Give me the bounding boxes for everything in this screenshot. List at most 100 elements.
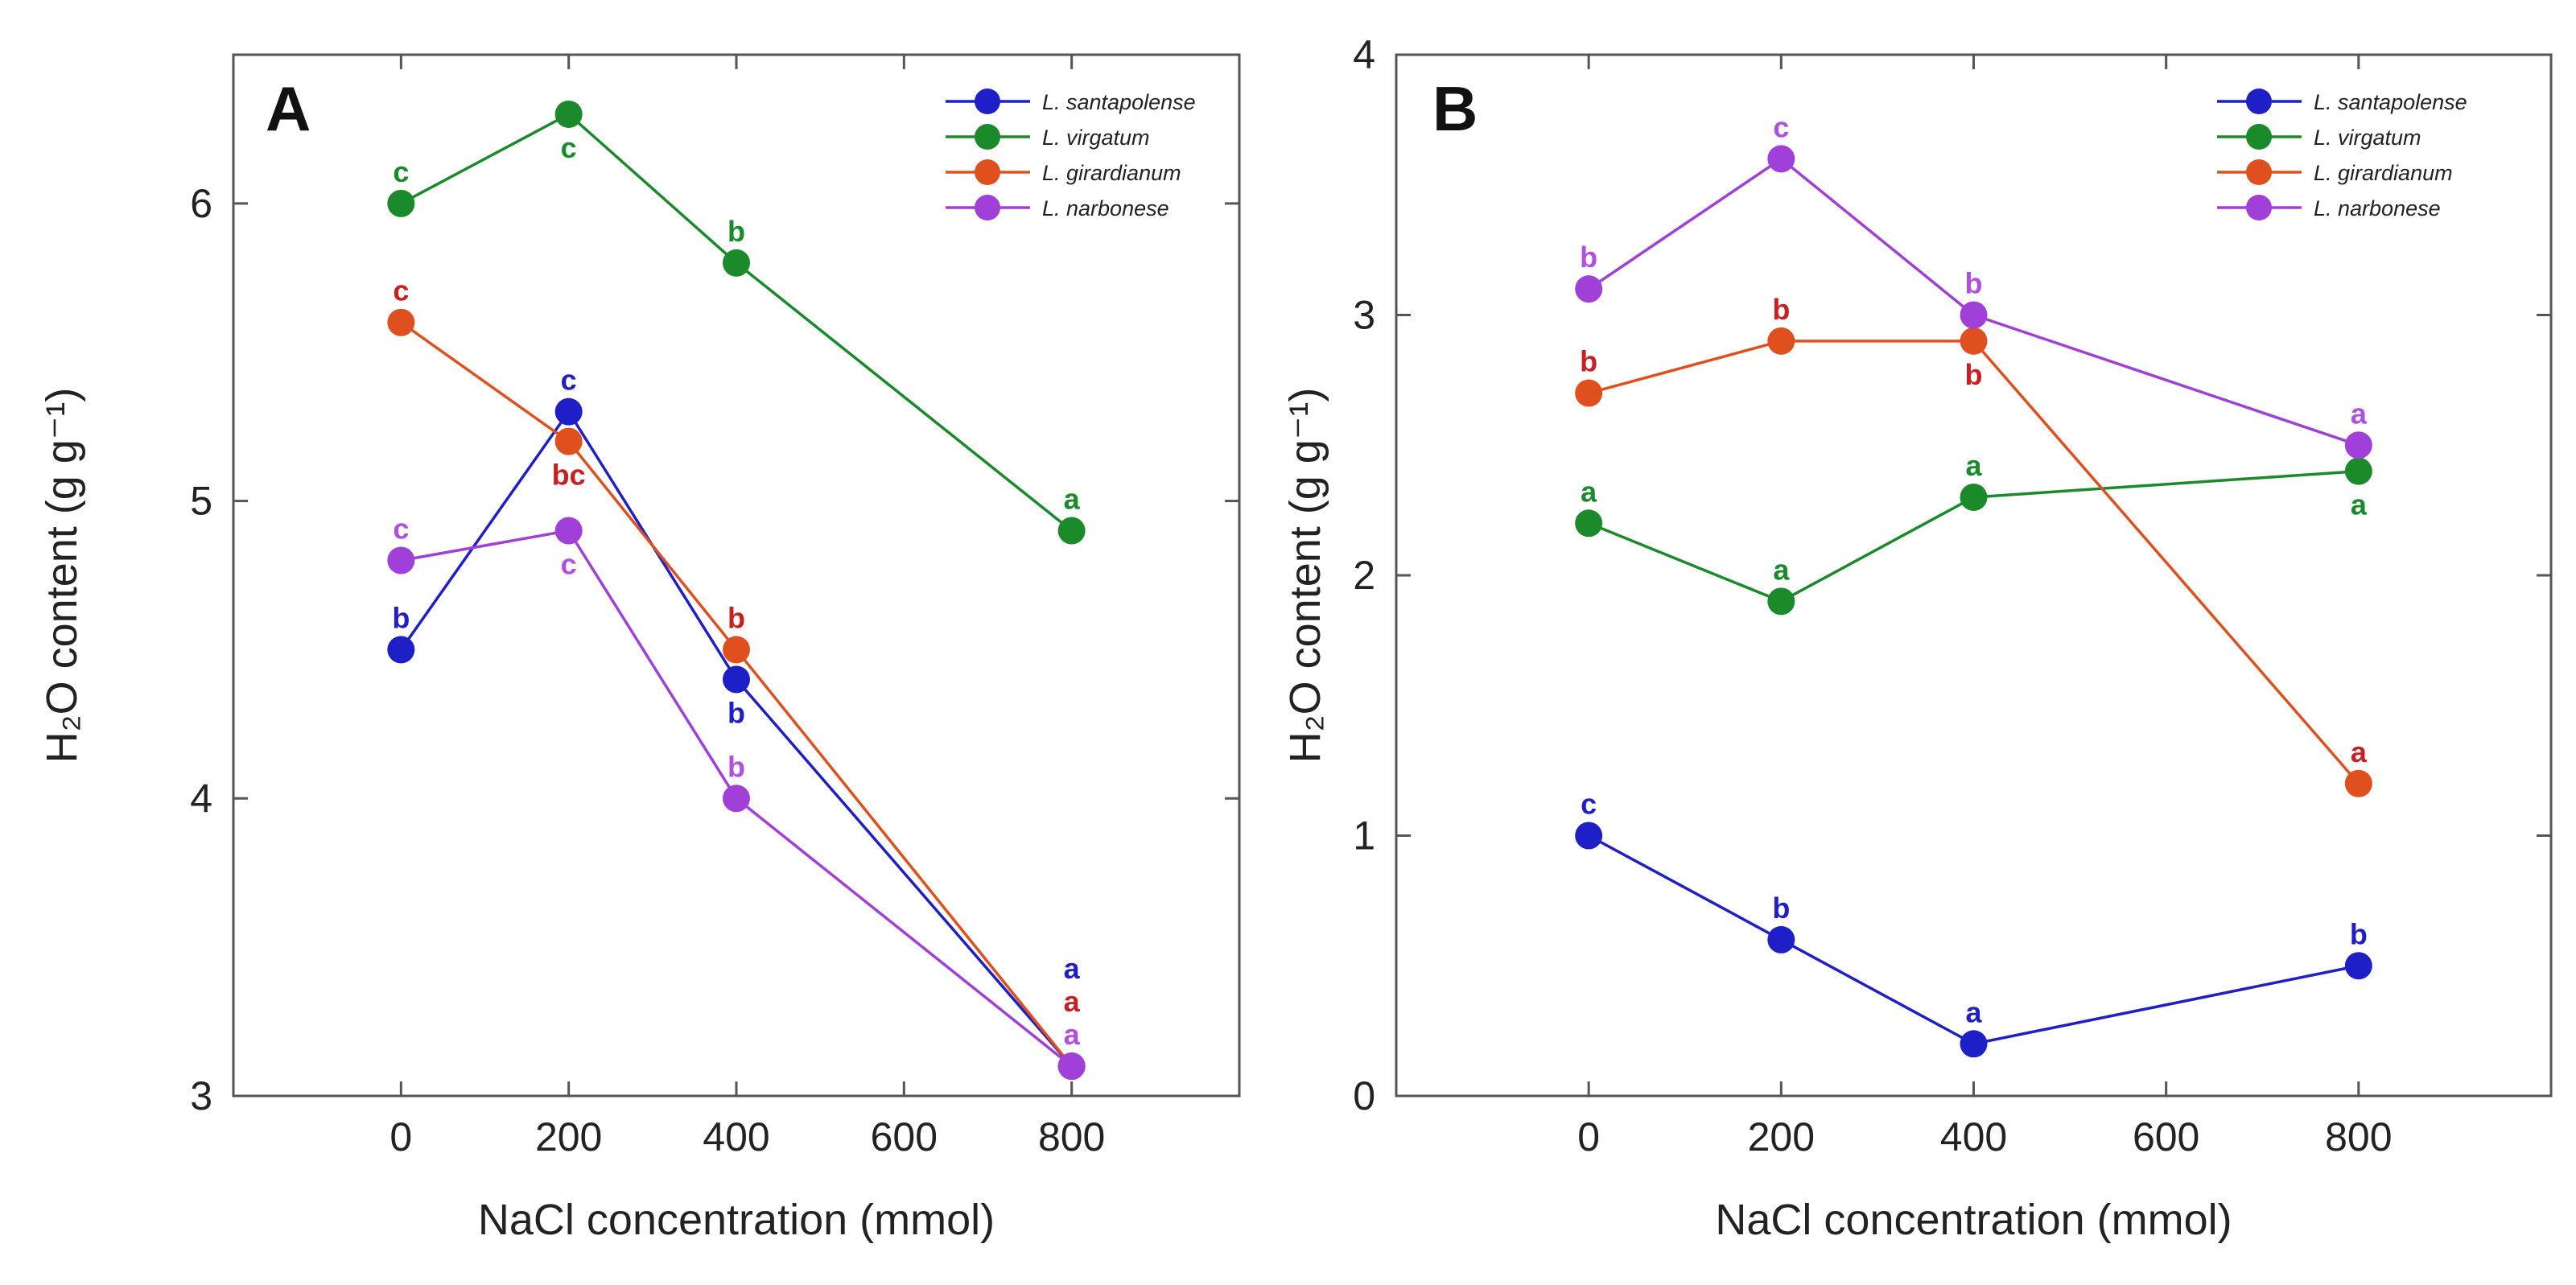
data-point [1057,517,1086,545]
legend-marker [975,124,1000,150]
x-tick-label: 0 [1577,1114,1600,1159]
significance-label: a [1064,483,1081,516]
significance-label: b [727,750,745,783]
significance-label: c [561,364,577,397]
x-axis-title: NaCl concentration (mmol) [1715,1196,2232,1244]
data-point [723,636,750,664]
data-point [723,249,750,277]
y-tick-label: 6 [190,181,212,226]
series-line [401,529,1073,1068]
x-tick-label: 400 [703,1114,769,1159]
series-line [1588,834,2360,1046]
significance-label: a [1064,1018,1081,1051]
data-point [554,397,583,426]
x-tick-label: 600 [2133,1114,2199,1159]
data-point [1767,587,1795,616]
x-axis-title: NaCl concentration (mmol) [478,1196,995,1244]
data-point [554,517,583,545]
data-point [1960,1030,1988,1058]
significance-label: a [1773,553,1790,586]
x-tick-label: 0 [389,1114,412,1159]
series-line [1588,469,2359,603]
data-point [1575,822,1603,850]
significance-label: c [393,155,409,188]
significance-label: c [393,513,409,546]
significance-label: b [1772,892,1790,925]
panel-letter: B [1432,73,1478,144]
legend-label: L. santapolense [1042,90,1196,114]
data-point [387,546,415,575]
legend-label: L. girardianum [2314,161,2453,185]
significance-label: b [727,215,745,248]
significance-label: a [2351,397,2368,430]
significance-label: a [2351,488,2368,521]
data-point [1575,379,1603,407]
x-tick-label: 200 [535,1114,602,1159]
significance-label: a [1965,995,1982,1028]
data-point [2344,952,2372,980]
legend-marker [2246,159,2272,185]
data-point [387,189,415,217]
significance-label: b [392,601,410,634]
y-tick-label: 5 [190,479,212,524]
data-point [554,100,583,128]
data-point [554,427,583,455]
x-tick-label: 400 [1940,1114,2007,1159]
significance-label: a [1965,449,1982,482]
data-point [723,665,750,694]
significance-label: a [1581,475,1597,508]
y-axis-title: H₂O content (g g⁻¹) [1281,388,1329,764]
x-tick-label: 800 [2325,1114,2392,1159]
significance-label: b [1965,358,1983,391]
y-tick-label: 0 [1353,1073,1375,1118]
panel-a: 0 200 400 600 800 3 4 5 6 NaCl concentration (mmo… [38,53,1241,1244]
data-point [2344,769,2372,797]
x-tick-label: 600 [871,1114,938,1159]
significance-label: c [1581,788,1597,821]
data-point [1960,483,1988,511]
significance-label: bc [552,459,586,492]
legend-marker [2246,124,2272,150]
data-point [1575,509,1603,537]
series-line [400,321,1074,1068]
y-tick-label: 4 [1353,32,1375,77]
data-point [1960,327,1988,355]
legend-marker [2246,195,2272,220]
y-tick-label: 4 [190,776,212,821]
significance-label: b [1772,293,1790,326]
significance-label: c [1773,110,1789,143]
significance-label: b [1580,345,1597,378]
y-tick-label: 2 [1353,553,1375,598]
legend-label: L. virgatum [2314,126,2421,150]
y-tick-label: 3 [190,1073,212,1118]
x-tick-label: 200 [1748,1114,1815,1159]
y-tick-label: 3 [1353,293,1375,338]
legend-marker [975,195,1000,220]
significance-label: b [1965,267,1983,300]
data-point [1767,327,1795,355]
data-point [723,785,750,813]
series-line [1588,340,2360,785]
legend-label: L. narbonese [2314,196,2441,220]
significance-label: b [1580,241,1597,274]
significance-label: a [2351,735,2368,768]
y-tick-label: 1 [1353,813,1375,859]
data-point [387,308,415,336]
x-tick-label: 800 [1038,1114,1105,1159]
legend-marker [2246,89,2272,114]
significance-label: c [393,274,409,307]
data-point [1960,301,1988,329]
y-axis-title: H₂O content (g g⁻¹) [38,388,86,764]
legend-label: L. santapolense [2314,90,2467,114]
data-point [1767,145,1795,173]
significance-label: a [1064,952,1081,985]
significance-label: c [561,548,577,581]
data-point [1057,1052,1086,1081]
data-point [2344,457,2372,485]
legend-label: L. girardianum [1042,161,1181,185]
series-line [399,409,1073,1068]
data-point [387,636,415,664]
series-line [1588,157,2360,447]
data-point [1767,925,1795,953]
